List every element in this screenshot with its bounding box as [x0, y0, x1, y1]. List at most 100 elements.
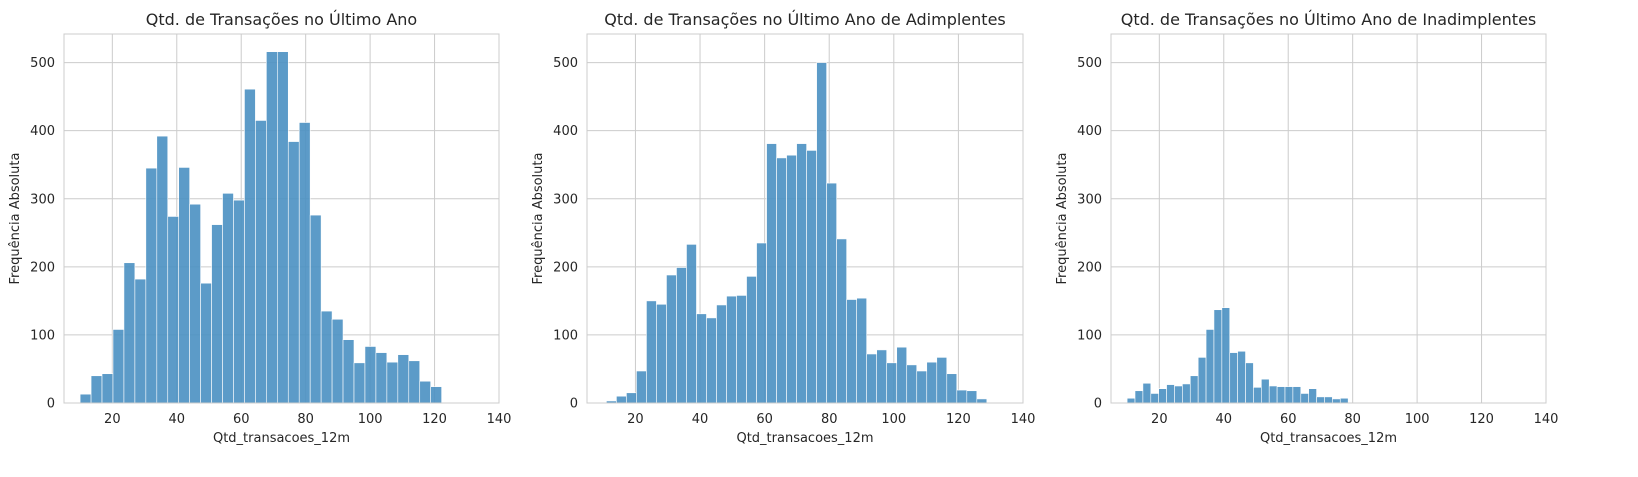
histogram-bar: [866, 353, 877, 404]
histogram-bar: [666, 274, 677, 404]
histogram-bar: [298, 122, 311, 404]
histogram-bar: [320, 310, 333, 404]
histogram-bar: [966, 390, 978, 404]
x-tick-label: 60: [233, 412, 250, 427]
y-tick-label: 300: [1077, 192, 1102, 207]
x-tick-label: 120: [422, 412, 447, 427]
chart-title: Qtd. de Transações no Último Ano: [146, 10, 417, 29]
histogram-bar: [626, 392, 637, 404]
histogram-bar: [716, 304, 727, 404]
x-tick-label: 80: [297, 412, 314, 427]
histogram-bar: [408, 360, 421, 404]
histogram-bar: [1174, 385, 1183, 404]
y-tick-label: 0: [47, 397, 55, 412]
y-tick-label: 0: [570, 397, 578, 412]
histogram-bar: [1253, 387, 1262, 404]
histogram-bar: [916, 370, 928, 404]
histogram-bar: [331, 318, 344, 404]
x-tick-label: 140: [487, 412, 512, 427]
x-axis-label: Qtd_transacoes_12m: [1260, 431, 1397, 446]
x-tick-label: 80: [821, 412, 838, 427]
histogram-bar: [976, 398, 988, 404]
chart-title: Qtd. de Transações no Último Ano de Inad…: [1121, 10, 1537, 29]
histogram-bar: [686, 244, 697, 404]
histogram-bar: [926, 361, 938, 404]
y-tick-label: 500: [30, 56, 55, 71]
histogram-bar: [616, 395, 627, 404]
histogram-bar: [101, 373, 114, 404]
histogram-bar: [430, 386, 442, 404]
histogram-bar: [736, 295, 747, 404]
y-tick-label: 400: [553, 124, 578, 139]
histogram-bar: [836, 238, 847, 404]
histogram-bar: [1189, 375, 1199, 404]
histogram-bar: [1166, 384, 1175, 404]
histogram-bar: [1134, 390, 1144, 404]
histogram-bar: [646, 300, 657, 404]
histogram-bar: [364, 346, 377, 404]
histogram-bar: [746, 276, 757, 404]
histogram-bar: [656, 303, 667, 404]
histogram-bar: [211, 224, 223, 404]
x-tick-label: 100: [881, 412, 906, 427]
x-tick-label: 100: [1405, 412, 1430, 427]
histogram-bar: [846, 299, 857, 404]
histogram-bar: [1158, 388, 1167, 404]
histogram-bar: [876, 349, 888, 404]
histogram-bar: [1292, 386, 1302, 404]
histogram-bar: [123, 262, 136, 404]
x-tick-label: 140: [1534, 412, 1559, 427]
y-tick-label: 100: [30, 328, 55, 343]
y-tick-label: 400: [30, 124, 55, 139]
histogram-bar: [1245, 362, 1254, 404]
y-axis-label: Frequência Absoluta: [531, 153, 546, 285]
histogram-bar: [756, 242, 767, 404]
histogram-bar: [222, 193, 234, 404]
histogram-bar: [816, 62, 827, 404]
histogram-bar: [1316, 396, 1325, 404]
histogram-bar: [786, 154, 797, 404]
x-tick-label: 20: [104, 412, 121, 427]
histogram-bar: [1261, 378, 1270, 404]
histogram-bar: [309, 214, 322, 404]
histogram-panel-2: 20 40 60 80 100 120 140 0 100 200 300 400 500 Qtd. de…: [531, 10, 1035, 446]
histogram-bar: [397, 354, 410, 404]
histogram-bar: [1213, 309, 1223, 404]
y-axis-label: Frequência Absoluta: [1055, 153, 1070, 285]
histogram-bar: [1221, 307, 1231, 404]
x-tick-label: 20: [627, 412, 644, 427]
histogram-bar: [1229, 352, 1238, 404]
histogram-bar: [886, 362, 898, 404]
x-tick-label: 40: [1216, 412, 1233, 427]
histogram-bar: [706, 317, 717, 404]
x-axis-label: Qtd_transacoes_12m: [736, 431, 873, 446]
x-tick-label: 60: [756, 412, 773, 427]
x-tick-label: 80: [1344, 412, 1361, 427]
histogram-bar: [200, 282, 212, 404]
x-tick-label: 140: [1011, 412, 1036, 427]
x-tick-label: 100: [358, 412, 383, 427]
histogram-bar: [134, 278, 147, 404]
histogram-panel-3: 20 40 60 80 100 120 140 0 100 200 300 400 500 Qtd. de…: [1055, 10, 1558, 446]
histogram-bar: [189, 203, 201, 404]
x-tick-label: 60: [1280, 412, 1297, 427]
chart-title: Qtd. de Transações no Último Ano de Adim…: [604, 10, 1006, 29]
y-tick-label: 500: [1077, 56, 1102, 71]
histogram-bar: [1142, 382, 1152, 404]
histogram-bar: [353, 362, 366, 404]
histogram-bar: [233, 199, 245, 404]
histogram-bar: [112, 329, 125, 404]
histogram-bar: [776, 157, 787, 404]
histogram-bar: [287, 141, 300, 404]
x-tick-label: 120: [946, 412, 971, 427]
histogram-bar: [946, 373, 958, 404]
histogram-bar: [806, 150, 817, 404]
histogram-bar: [1300, 393, 1309, 404]
histogram-bar: [1324, 396, 1333, 404]
histogram-bar: [896, 346, 908, 404]
histogram-bar: [726, 295, 737, 404]
x-tick-label: 120: [1469, 412, 1494, 427]
histogram-bar: [342, 339, 355, 404]
x-tick-label: 40: [169, 412, 186, 427]
